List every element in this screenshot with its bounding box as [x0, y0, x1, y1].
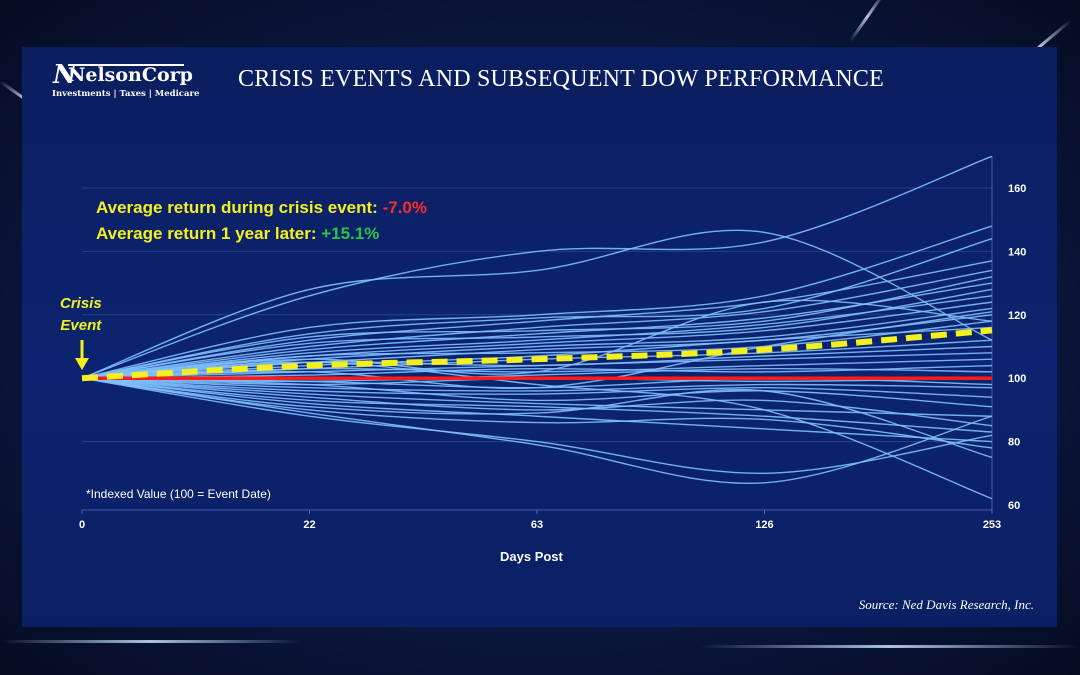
series-line-10	[82, 295, 993, 379]
series-line-31	[82, 377, 993, 459]
series-line-37	[82, 299, 993, 379]
series-line-25	[82, 377, 993, 398]
logo-name: NelsonCorp	[68, 64, 193, 86]
series-line-27	[82, 377, 993, 417]
x-tick-label: 253	[983, 519, 1001, 531]
series-line-24	[82, 377, 993, 392]
background-streak	[0, 640, 300, 643]
source-note: Source: Ned Davis Research, Inc.	[858, 597, 1034, 612]
series-line-7	[82, 276, 993, 379]
logo-tagline: Investments | Taxes | Medicare	[52, 89, 200, 99]
x-tick-label: 0	[79, 519, 85, 531]
series-line-8	[82, 282, 993, 379]
series-line-1	[82, 229, 993, 379]
crisis-arrow-icon	[75, 340, 89, 370]
avg-during-value: -7.0%	[382, 198, 428, 217]
logo-mark: N	[53, 60, 77, 90]
avg-during-annotation: Average return during crisis event: -7.0…	[96, 198, 427, 218]
series-line-33	[82, 377, 993, 475]
y-tick-label: 80	[1008, 437, 1020, 449]
summary-lines	[81, 327, 993, 382]
avg-during-label: Average return during crisis event:	[96, 198, 378, 217]
y-tick-label: 60	[1008, 500, 1020, 512]
series-line-18	[82, 352, 993, 379]
series-line-13	[82, 314, 993, 379]
tick-labels: 60 80 100 120 140 160 0 22 63 126 253	[79, 183, 1026, 531]
x-tick-label: 22	[303, 519, 315, 531]
series-line-34	[82, 377, 993, 484]
y-tick-label: 100	[1008, 373, 1026, 385]
series-line-2	[82, 156, 993, 379]
crisis-event-label: Crisis Event	[60, 293, 102, 337]
crisis-label-line2: Event	[60, 317, 102, 334]
series-line-5	[82, 260, 993, 379]
series-line-15	[82, 326, 993, 379]
series-line-30	[82, 377, 993, 443]
x-tick-label: 63	[531, 519, 543, 531]
series-line-6	[82, 269, 993, 379]
average-line	[81, 327, 993, 382]
series-line-29	[82, 377, 993, 433]
footnote: *Indexed Value (100 = Event Date)	[86, 487, 271, 501]
x-axis-label: Days Post	[500, 549, 563, 564]
series-line-32	[82, 377, 993, 449]
background-streak	[700, 645, 1080, 648]
series-lines	[82, 156, 993, 500]
series-line-21	[82, 367, 993, 383]
series-line-3	[82, 225, 993, 379]
y-tick-label: 160	[1008, 183, 1026, 195]
avg-later-annotation: Average return 1 year later: +15.1%	[96, 224, 379, 244]
avg-later-label: Average return 1 year later:	[96, 224, 317, 243]
logo-bar	[68, 64, 184, 66]
series-line-14	[82, 320, 993, 379]
y-tick-label: 120	[1008, 310, 1026, 322]
crisis-label-line1: Crisis	[60, 295, 102, 312]
chart-title: CRISIS EVENTS AND SUBSEQUENT DOW PERFORM…	[238, 66, 884, 92]
series-line-35	[82, 361, 993, 500]
series-line-9	[82, 288, 993, 379]
series-line-28	[82, 377, 993, 427]
series-line-36	[82, 310, 993, 390]
x-tick-label: 126	[755, 519, 773, 531]
y-tick-label: 140	[1008, 246, 1026, 258]
series-line-26	[82, 377, 993, 408]
nelsoncorp-logo: N NelsonCorp Investments | Taxes | Medic…	[52, 60, 199, 102]
avg-later-value: +15.1%	[321, 224, 380, 243]
series-line-20	[82, 364, 993, 379]
